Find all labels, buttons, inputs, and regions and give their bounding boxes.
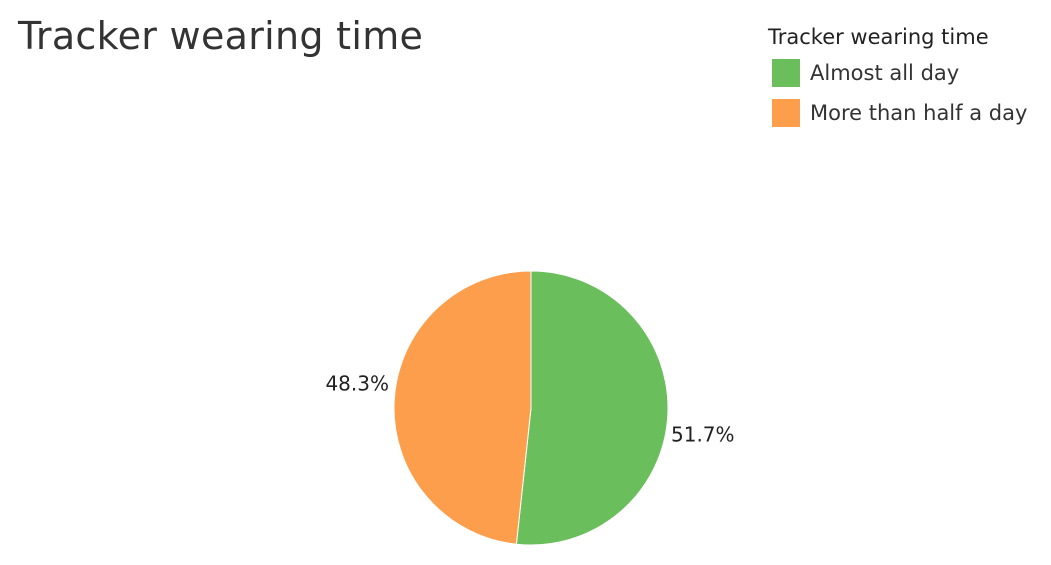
legend-item-more-than-half-a-day[interactable]: More than half a day [772, 98, 1048, 128]
pie-slices [393, 270, 669, 546]
pie-slice-almost-all-day[interactable] [515, 270, 669, 546]
slice-value-label: 51.7% [671, 423, 735, 447]
slice-labels: 51.7% 48.3% [325, 372, 734, 447]
legend: Tracker wearing time Almost all day More… [768, 25, 1048, 138]
legend-label: Almost all day [810, 61, 960, 85]
legend-item-almost-all-day[interactable]: Almost all day [772, 58, 1048, 88]
legend-swatch-more-than-half-a-day [772, 99, 800, 127]
legend-swatch-almost-all-day [772, 59, 800, 87]
slice-value-label: 48.3% [325, 372, 389, 396]
legend-label: More than half a day [810, 101, 1028, 125]
chart-title: Tracker wearing time [18, 14, 424, 58]
pie-slice-more-than-half-a-day[interactable] [393, 270, 532, 545]
legend-title: Tracker wearing time [768, 25, 989, 49]
